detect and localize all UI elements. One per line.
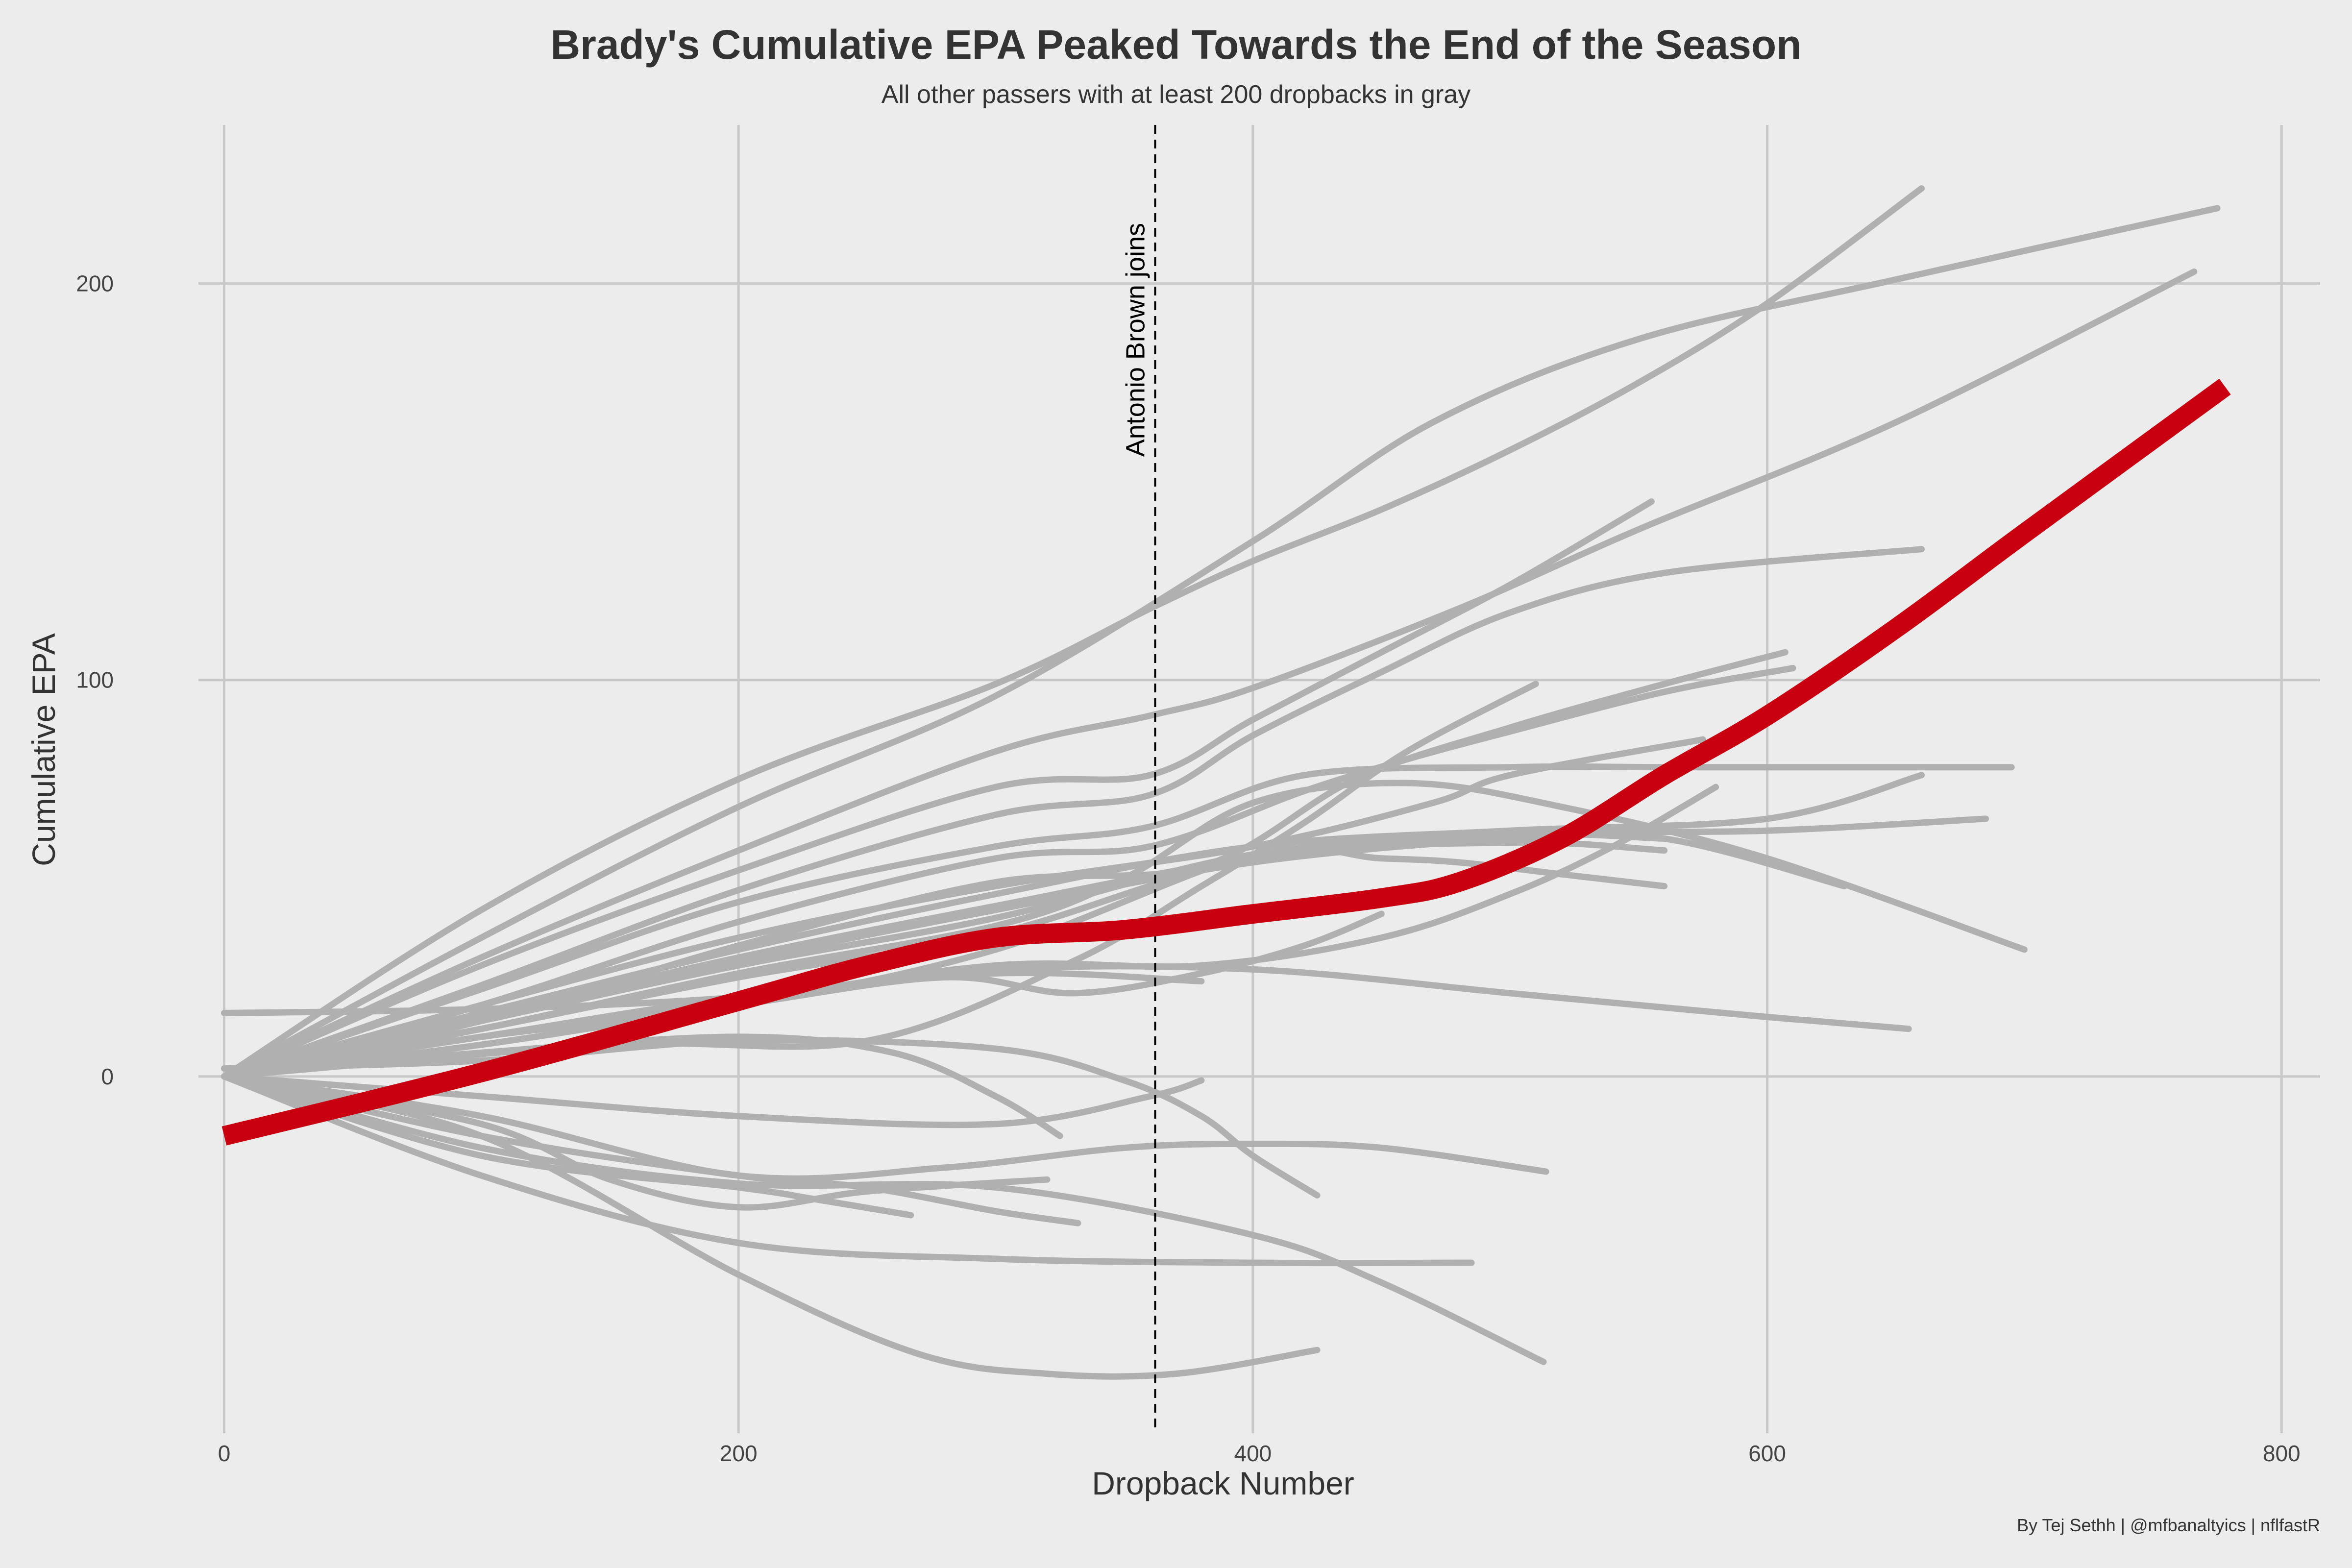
- series-line: [221, 1033, 1063, 1139]
- x-tick-label: 600: [1748, 1441, 1786, 1466]
- series-line: [221, 546, 1925, 1080]
- series-line: [221, 1073, 914, 1219]
- series-line: [221, 498, 1655, 1080]
- series-line: [221, 1073, 1081, 1226]
- series-line: [221, 963, 1912, 1032]
- x-tick-label: 0: [218, 1441, 231, 1466]
- chart-subtitle: All other passers with at least 200 drop…: [882, 80, 1470, 109]
- series-line: [221, 185, 1925, 1080]
- x-tick-label: 400: [1234, 1441, 1272, 1466]
- series-line: [221, 205, 2221, 1080]
- x-tick-label: 200: [720, 1441, 758, 1466]
- other-passers: [221, 185, 2221, 1380]
- x-axis-title: Dropback Number: [1092, 1465, 1354, 1501]
- series-line: [221, 378, 2231, 1146]
- y-tick-label: 0: [101, 1064, 114, 1089]
- series-line: [221, 1073, 1549, 1182]
- chart-caption: By Tej Sethh | @mfbanaltyics | nflfastR: [2017, 1515, 2320, 1535]
- chart-title: Brady's Cumulative EPA Peaked Towards th…: [550, 22, 1801, 68]
- series-line: [221, 1073, 1321, 1380]
- y-axis-title: Cumulative EPA: [25, 633, 62, 866]
- series-line: [221, 763, 2015, 1080]
- series-line: [221, 736, 1706, 1080]
- tick-labels: 0 200 400 600 800 0 100 200: [76, 271, 2300, 1466]
- series-line: [221, 1037, 1321, 1199]
- series-line: [221, 1073, 1475, 1267]
- x-tick-label: 800: [2263, 1441, 2301, 1466]
- brady-series: [221, 378, 2231, 1146]
- series-line: [221, 1073, 1051, 1211]
- annotation-label: Antonio Brown joins: [1121, 223, 1150, 457]
- series-line: [221, 268, 2198, 1080]
- y-tick-label: 100: [76, 667, 114, 693]
- annotation: Antonio Brown joins: [1121, 125, 1156, 1433]
- series-line: [221, 831, 1668, 1080]
- y-tick-label: 200: [76, 271, 114, 296]
